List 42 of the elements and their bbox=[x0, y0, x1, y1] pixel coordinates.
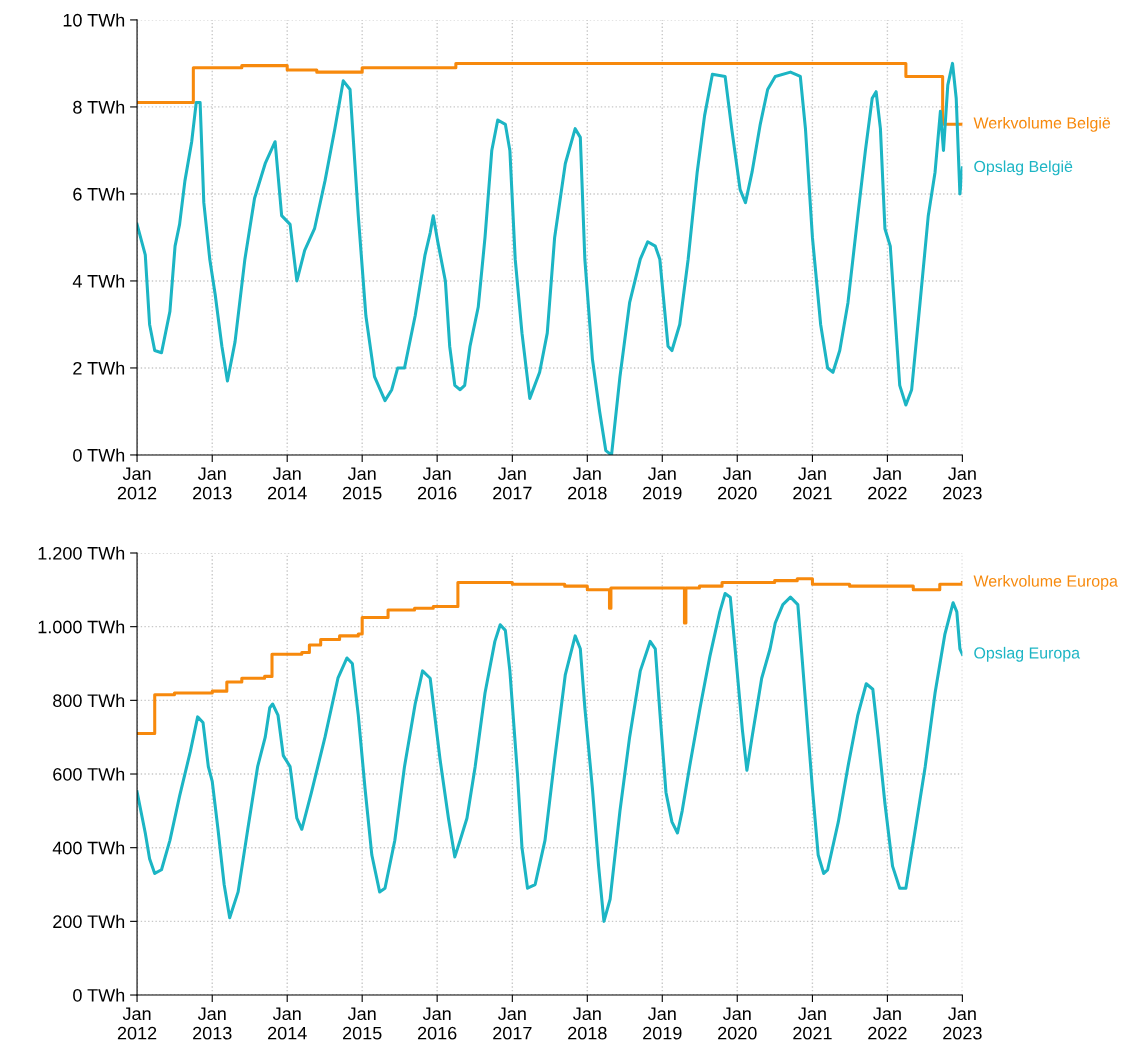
y-tick-label: 10 TWh bbox=[63, 13, 125, 27]
x-tick-label: Jan 2012 bbox=[117, 467, 157, 500]
y-tick-label: 200 TWh bbox=[53, 914, 125, 929]
x-tick-label: Jan 2014 bbox=[268, 1007, 307, 1040]
x-tick-label: Jan 2018 bbox=[568, 1007, 607, 1040]
x-tick-label: Jan 2022 bbox=[868, 467, 907, 500]
x-tick-label: Jan 2015 bbox=[343, 467, 382, 500]
x-tick-label: Jan 2022 bbox=[868, 1007, 907, 1040]
x-tick-label: Jan 2013 bbox=[193, 467, 232, 500]
x-tick-label: Jan 2020 bbox=[718, 1007, 757, 1040]
series-label: Werkvolume België bbox=[973, 116, 1111, 132]
x-tick-label: Jan 2012 bbox=[117, 1007, 157, 1040]
x-tick-label: Jan 2014 bbox=[268, 467, 307, 500]
x-tick-label: Jan 2021 bbox=[793, 1007, 832, 1040]
y-tick-label: 0 TWh bbox=[73, 448, 125, 462]
x-tick-label: Jan 2015 bbox=[343, 1007, 382, 1040]
y-tick-label: 800 TWh bbox=[53, 693, 125, 708]
series-label: Opslag België bbox=[974, 160, 1073, 176]
y-tick-label: 600 TWh bbox=[53, 767, 125, 781]
series-label: Opslag Europa bbox=[974, 646, 1081, 662]
y-tick-label: 2 TWh bbox=[73, 361, 125, 375]
series-label: Werkvolume Europa bbox=[973, 575, 1118, 590]
x-tick-label: Jan 2023 bbox=[943, 1007, 982, 1040]
y-tick-label: 400 TWh bbox=[52, 841, 125, 855]
x-tick-label: Jan 2021 bbox=[793, 467, 832, 500]
x-tick-label: Jan 2017 bbox=[493, 1007, 532, 1040]
x-tick-label: Jan 2018 bbox=[568, 467, 607, 500]
y-tick-label: 8 TWh bbox=[73, 100, 125, 114]
x-tick-label: Jan 2013 bbox=[193, 1007, 232, 1040]
x-tick-label: Jan 2019 bbox=[643, 467, 682, 500]
y-tick-label: 4 TWh bbox=[72, 274, 125, 288]
y-tick-label: 0 TWh bbox=[73, 988, 125, 1002]
x-tick-label: Jan 2016 bbox=[417, 1007, 457, 1040]
x-tick-label: Jan 2020 bbox=[718, 467, 757, 500]
y-tick-label: 1.200 TWh bbox=[38, 546, 125, 560]
x-tick-label: Jan 2023 bbox=[943, 467, 982, 500]
y-tick-label: 1.000 TWh bbox=[38, 620, 125, 634]
x-tick-label: Jan 2016 bbox=[417, 467, 457, 500]
x-tick-label: Jan 2017 bbox=[493, 467, 532, 500]
x-tick-label: Jan 2019 bbox=[643, 1007, 682, 1040]
y-tick-label: 6 TWh bbox=[73, 187, 125, 201]
line-series bbox=[137, 591, 963, 923]
